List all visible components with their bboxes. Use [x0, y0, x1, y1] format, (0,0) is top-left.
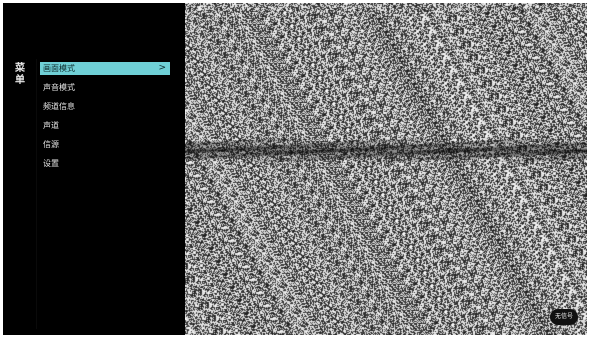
- menu-item-label: 信源: [43, 140, 59, 149]
- menu-item-label: 设置: [43, 159, 59, 168]
- tv-screen-frame: 菜 单 画面模式 > 声音模式 频道信息 声道 信源 设置: [3, 3, 587, 335]
- menu-item-source[interactable]: 信源: [40, 138, 170, 151]
- menu-item-picture-mode[interactable]: 画面模式 >: [40, 62, 170, 75]
- menu-item-audio-channel[interactable]: 声道: [40, 119, 170, 132]
- menu-item-label: 频道信息: [43, 102, 75, 111]
- chevron-right-icon: >: [158, 63, 166, 73]
- static-noise-screen: [185, 3, 587, 335]
- menu-item-channel-info[interactable]: 频道信息: [40, 100, 170, 113]
- menu-item-settings[interactable]: 设置: [40, 157, 170, 170]
- menu-item-label: 画面模式: [43, 64, 75, 73]
- menu-divider: [36, 59, 37, 329]
- menu-panel: 菜 单 画面模式 > 声音模式 频道信息 声道 信源 设置: [3, 3, 185, 335]
- menu-list: 画面模式 > 声音模式 频道信息 声道 信源 设置: [40, 62, 170, 176]
- noise-canvas: [185, 3, 587, 335]
- menu-item-sound-mode[interactable]: 声音模式: [40, 81, 170, 94]
- menu-title-char-2: 单: [15, 75, 25, 86]
- menu-item-label: 声音模式: [43, 83, 75, 92]
- menu-title-char-1: 菜: [15, 63, 25, 74]
- menu-title: 菜 单: [13, 63, 27, 87]
- no-signal-badge: 无信号: [550, 309, 578, 325]
- menu-item-label: 声道: [43, 121, 59, 130]
